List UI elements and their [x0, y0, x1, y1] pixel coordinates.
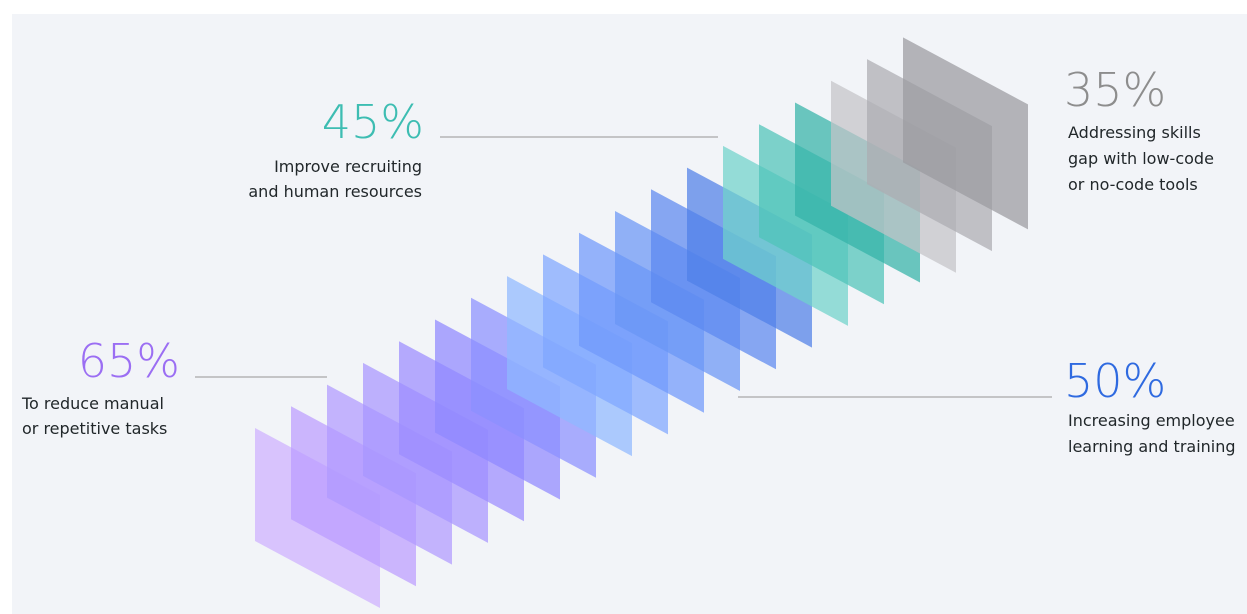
stat-label: To reduce manual [21, 394, 164, 413]
stat-value: 45% [322, 95, 424, 149]
stat-label: or repetitive tasks [22, 419, 167, 438]
stat-value: 50% [1064, 354, 1166, 408]
sheet [903, 37, 1028, 230]
stat-value: 65% [78, 334, 180, 388]
stat-label: Increasing employee [1068, 411, 1235, 430]
stat-label: and human resources [248, 182, 422, 201]
stat-label: gap with low-code [1068, 149, 1214, 168]
stat-label: or no-code tools [1068, 175, 1198, 194]
stat-label: learning and training [1068, 437, 1236, 456]
stat-label: Addressing skills [1068, 123, 1201, 142]
stat-label: Improve recruiting [274, 157, 422, 176]
sheet-stack [255, 37, 1028, 608]
stat-value: 35% [1064, 63, 1166, 117]
